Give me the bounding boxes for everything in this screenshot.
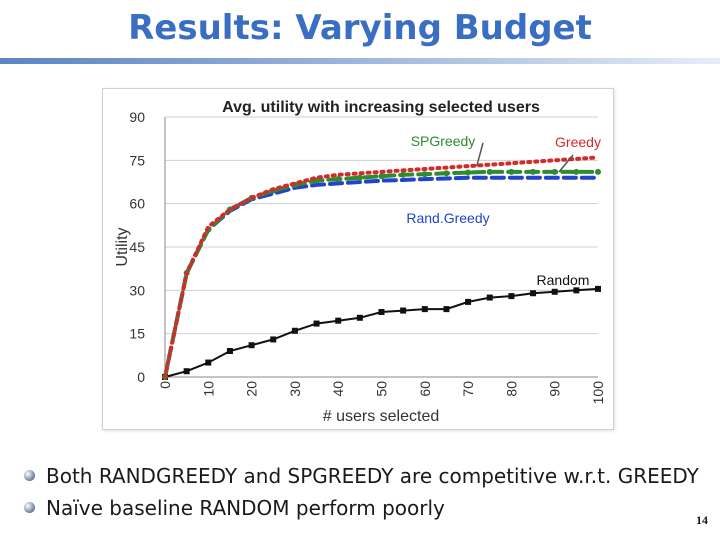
bullet-list: Both RANDGREEDY and SPGREEDY are competi… [24, 460, 704, 524]
page-number: 14 [696, 513, 708, 527]
x-tick-label: 40 [330, 381, 346, 397]
series-line-random [164, 287, 599, 378]
bullet-text: Both RANDGREEDY and SPGREEDY are competi… [46, 464, 699, 488]
series-label-randgreedy: Rand.Greedy [406, 210, 489, 226]
y-axis-label: Utility [114, 227, 131, 266]
x-axis-label: # users selected [323, 408, 440, 425]
bullet-text: Naïve baseline RANDOM perform poorly [46, 496, 445, 520]
data-point-spgreedy [335, 176, 342, 183]
slide-title: Results: Varying Budget [128, 8, 592, 48]
arrow-greedy [558, 154, 574, 173]
x-tick-label: 50 [374, 381, 390, 397]
y-tick-label: 45 [129, 239, 145, 255]
arrow-spgreedy [476, 142, 484, 167]
chart-title: Avg. utility with increasing selected us… [222, 99, 540, 116]
data-point-random [226, 348, 233, 354]
data-point-random [313, 320, 320, 327]
data-point-spgreedy [573, 168, 580, 175]
y-tick-label: 90 [129, 109, 145, 125]
series-label-random: Random [537, 272, 590, 288]
x-tick-label: 20 [244, 381, 260, 397]
bullet-icon [24, 470, 35, 481]
data-point-random [356, 314, 363, 321]
x-tick-label: 30 [287, 381, 303, 397]
data-point-random [183, 368, 190, 375]
data-point-random [508, 293, 515, 300]
title-divider [0, 58, 720, 64]
data-point-random [486, 294, 493, 301]
data-point-random [595, 285, 601, 292]
utility-line-chart: Avg. utility with increasing selected us… [114, 99, 606, 425]
data-point-random [378, 309, 385, 315]
data-point-spgreedy [378, 173, 385, 180]
bullet-item: Naïve baseline RANDOM perform poorly [24, 492, 704, 524]
data-point-random [205, 359, 212, 366]
data-point-random [400, 307, 407, 314]
data-point-random [335, 317, 342, 324]
data-point-spgreedy [443, 170, 450, 177]
data-point-random [465, 298, 472, 305]
data-point-random [530, 290, 537, 297]
data-point-spgreedy [486, 168, 493, 175]
bullet-item: Both RANDGREEDY and SPGREEDY are competi… [24, 460, 704, 492]
chart-frame: Avg. utility with increasing selected us… [102, 88, 614, 430]
data-point-spgreedy [508, 168, 515, 175]
series-label-spgreedy: SPGreedy [411, 133, 476, 149]
data-point-spgreedy [595, 168, 601, 175]
data-point-spgreedy [356, 174, 363, 181]
data-point-random [443, 306, 450, 313]
bullet-icon [24, 502, 35, 513]
series-line-greedy [163, 155, 600, 379]
data-point-spgreedy [551, 168, 558, 175]
data-point-spgreedy [465, 169, 472, 176]
data-point-random [551, 288, 558, 295]
y-tick-label: 60 [129, 196, 145, 212]
data-point-spgreedy [400, 171, 407, 178]
y-tick-label: 15 [129, 326, 145, 342]
data-point-random [421, 306, 428, 313]
y-tick-label: 0 [137, 369, 145, 385]
data-point-random [270, 336, 277, 343]
x-tick-label: 90 [547, 381, 563, 397]
x-tick-label: 10 [200, 381, 216, 397]
y-tick-label: 30 [129, 282, 145, 298]
x-tick-label: 100 [590, 381, 606, 405]
x-tick-label: 70 [460, 381, 476, 397]
x-tick-label: 80 [503, 381, 519, 397]
series-label-greedy: Greedy [555, 134, 601, 150]
x-tick-label: 60 [417, 381, 433, 397]
x-tick-label: 0 [157, 381, 173, 389]
series-line-spgreedy [163, 169, 600, 379]
data-point-random [248, 342, 255, 349]
data-point-spgreedy [530, 168, 537, 175]
y-tick-label: 75 [129, 152, 145, 168]
data-point-random [573, 287, 580, 294]
data-point-random [291, 327, 298, 334]
data-point-spgreedy [421, 171, 428, 178]
